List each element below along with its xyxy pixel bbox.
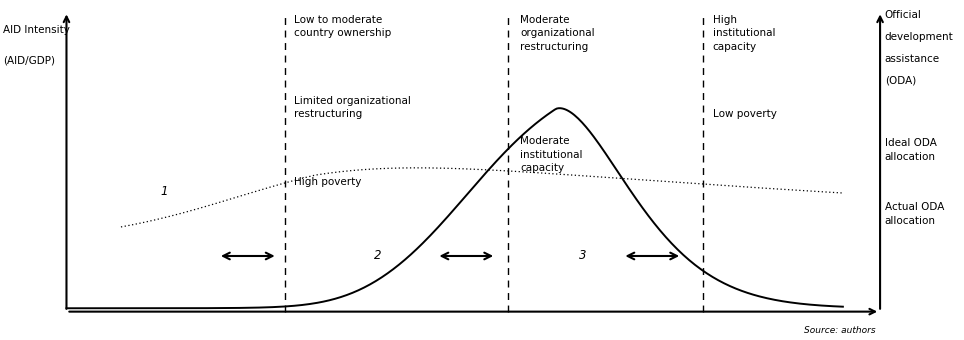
Text: Moderate
organizational
restructuring: Moderate organizational restructuring bbox=[521, 15, 595, 52]
Text: Low poverty: Low poverty bbox=[712, 109, 777, 119]
Text: 3: 3 bbox=[578, 250, 586, 262]
Text: assistance: assistance bbox=[885, 54, 940, 64]
Text: High
institutional
capacity: High institutional capacity bbox=[712, 15, 775, 52]
Text: Limited organizational
restructuring: Limited organizational restructuring bbox=[294, 96, 412, 119]
Text: development: development bbox=[885, 32, 953, 42]
Text: (AID/GDP): (AID/GDP) bbox=[3, 55, 55, 65]
Text: Low to moderate
country ownership: Low to moderate country ownership bbox=[294, 15, 391, 38]
Text: Ideal ODA
allocation: Ideal ODA allocation bbox=[885, 138, 937, 162]
Text: Source: authors: Source: authors bbox=[804, 326, 875, 335]
Text: Official: Official bbox=[885, 10, 922, 20]
Text: Moderate
institutional
capacity: Moderate institutional capacity bbox=[521, 136, 582, 173]
Text: Actual ODA
allocation: Actual ODA allocation bbox=[885, 202, 944, 226]
Text: 1: 1 bbox=[160, 185, 168, 199]
Text: High poverty: High poverty bbox=[294, 177, 362, 187]
Text: AID Intensity: AID Intensity bbox=[3, 25, 70, 35]
Text: 2: 2 bbox=[374, 250, 382, 262]
Text: (ODA): (ODA) bbox=[885, 75, 916, 86]
